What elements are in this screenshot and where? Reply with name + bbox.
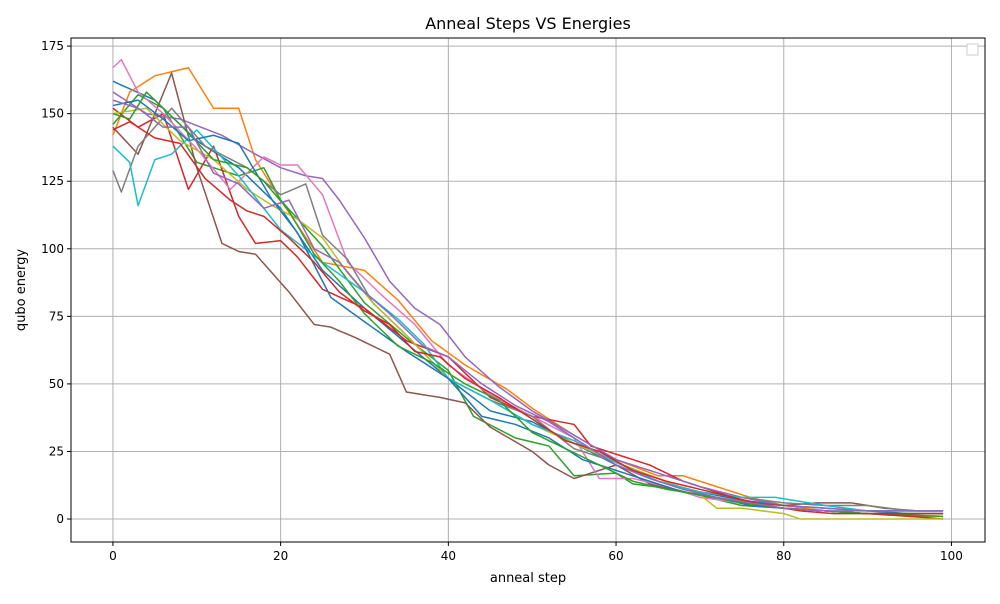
y-tick-label: 150: [41, 107, 64, 121]
x-tick-label: 60: [608, 549, 623, 563]
x-tick-label: 0: [109, 549, 117, 563]
y-tick-label: 75: [49, 309, 64, 323]
legend-box: [966, 43, 979, 56]
y-axis-label: qubo energy: [14, 249, 29, 331]
grid: [71, 38, 985, 542]
x-axis-label: anneal step: [490, 571, 566, 586]
y-tick-label: 50: [49, 377, 64, 391]
series-line-13: [112, 121, 944, 515]
series-line-5: [112, 91, 944, 512]
y-tick-label: 175: [41, 39, 64, 53]
x-tick-label: 80: [776, 549, 791, 563]
series-line-2: [112, 66, 944, 518]
plot-frame: [70, 37, 986, 543]
y-tick-label: 0: [56, 512, 64, 526]
x-tick-label: 20: [273, 549, 288, 563]
series-line-14: [112, 99, 944, 512]
series-lines: [112, 58, 944, 520]
chart-title: Anneal Steps VS Energies: [425, 14, 631, 33]
y-tick-label: 25: [49, 444, 64, 458]
x-tick-label: 100: [940, 549, 963, 563]
y-tick-label: 125: [41, 174, 64, 188]
axis-ticks: 0 20 40 60 80 100 0 25 50 75 100 125 150 175: [41, 39, 963, 563]
y-tick-label: 100: [41, 242, 64, 256]
series-line-10: [112, 129, 944, 512]
x-tick-label: 40: [441, 549, 456, 563]
